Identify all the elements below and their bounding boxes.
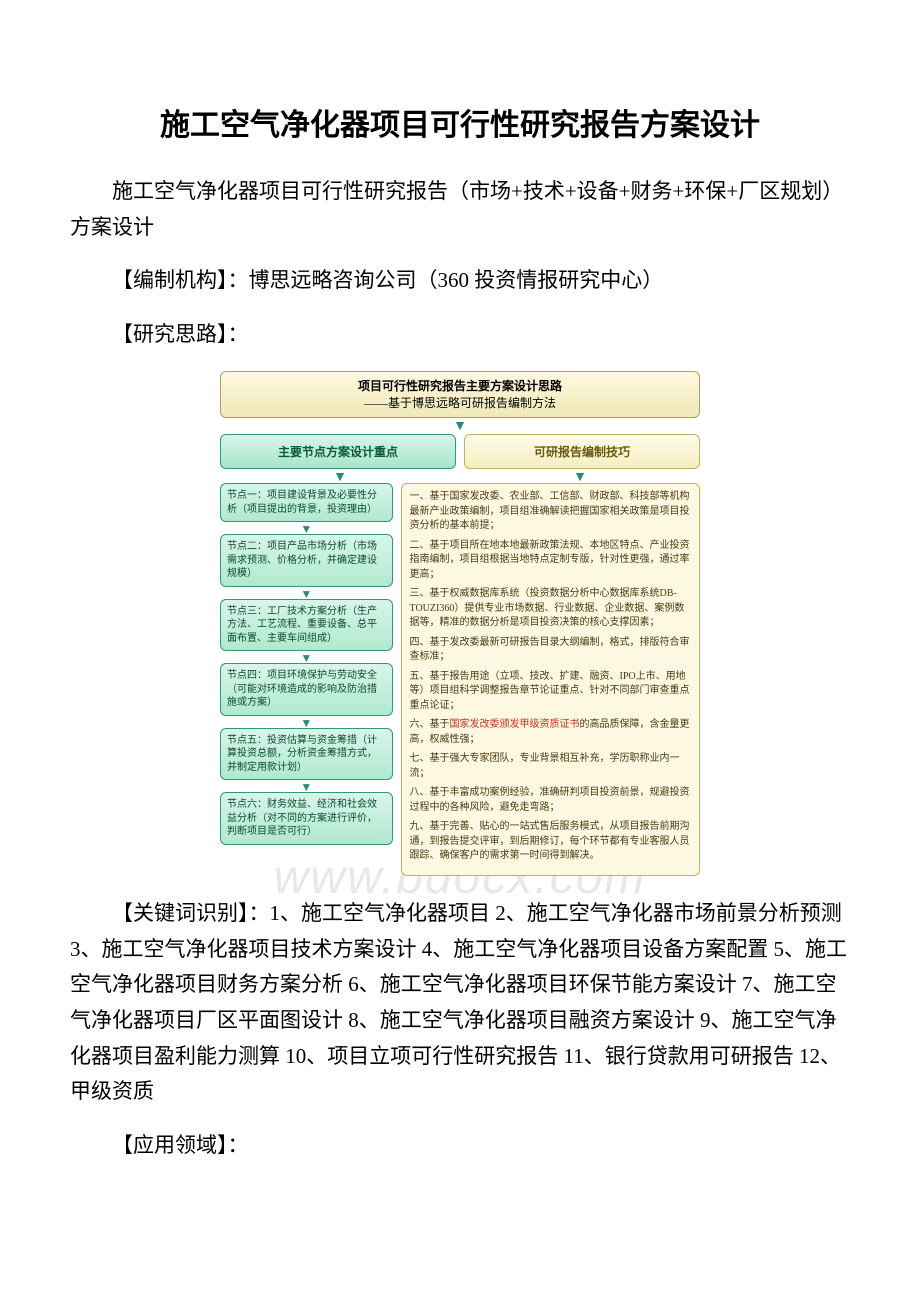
- arrow-down-icon: ▼: [220, 473, 460, 483]
- page-title: 施工空气净化器项目可行性研究报告方案设计: [70, 100, 850, 144]
- flow-node: 节点三：工厂技术方案分析（生产方法、工艺流程、重要设备、总平面布置、主要车间组成…: [220, 599, 393, 652]
- right-item: 六、基于国家发改委颁发甲级资质证书的高品质保障，含金量更高，权威性强；: [410, 718, 691, 747]
- right-item: 四、基于发改委最新可研报告目录大纲编制，格式，排版符合审查标准；: [410, 636, 691, 665]
- arrow-down-icon: ▼: [220, 590, 393, 598]
- right-item: 五、基于报告用途（立项、技改、扩建、融资、IPO上市、用地等）项目组科学调整报告…: [410, 670, 691, 714]
- flowchart-header: 项目可行性研究报告主要方案设计思路 ——基于博思远略可研报告编制方法: [220, 371, 700, 419]
- arrow-down-icon: ▼: [220, 654, 393, 662]
- right-item: 八、基于丰富成功案例经验，准确研判项目投资前景，规避投资过程中的各种风险，避免走…: [410, 786, 691, 815]
- arrow-down-icon: ▼: [220, 422, 700, 432]
- flow-node: 节点四：项目环境保护与劳动安全（可能对环境造成的影响及防治措施或方案）: [220, 663, 393, 716]
- arrow-down-icon: ▼: [220, 783, 393, 791]
- flow-node: 节点五：投资估算与资金筹措（计算投资总额，分析资金筹措方式，并制定用款计划）: [220, 728, 393, 781]
- arrow-down-icon: ▼: [220, 525, 393, 533]
- twin-arrow-row: ▼ ▼: [220, 473, 700, 483]
- flowchart-right-col: 一、基于国家发改委、农业部、工信部、财政部、科技部等机构最新产业政策编制，项目组…: [401, 483, 700, 876]
- flowchart-container: 项目可行性研究报告主要方案设计思路 ——基于博思远略可研报告编制方法 ▼ 主要节…: [70, 371, 850, 876]
- right-item: 二、基于项目所在地本地最新政策法规、本地区特点、产业投资指南编制，项目组根据当地…: [410, 539, 691, 583]
- left-branch-title: 主要节点方案设计重点: [220, 434, 456, 469]
- para-application-label: 【应用领域】：: [70, 1128, 850, 1164]
- right-branch-title: 可研报告编制技巧: [464, 434, 700, 469]
- right-item: 三、基于权威数据库系统（投资数据分析中心数据库系统DB-TOUZI360）提供专…: [410, 587, 691, 631]
- flowchart-branch-row: 主要节点方案设计重点 可研报告编制技巧: [220, 434, 700, 469]
- flowchart: 项目可行性研究报告主要方案设计思路 ——基于博思远略可研报告编制方法 ▼ 主要节…: [220, 371, 700, 876]
- flowchart-header-line2: ——基于博思远略可研报告编制方法: [231, 395, 689, 412]
- para-keywords: 【关键词识别】：1、施工空气净化器项目 2、施工空气净化器市场前景分析预测 3、…: [70, 896, 850, 1110]
- flowchart-left-col: 节点一：项目建设背景及必要性分析（项目提出的背景，投资理由） ▼ 节点二：项目产…: [220, 483, 393, 876]
- para-thinking-label: 【研究思路】：: [70, 317, 850, 353]
- flow-node: 节点二：项目产品市场分析（市场需求预测、价格分析，并确定建设规模）: [220, 534, 393, 587]
- flow-node: 节点一：项目建设背景及必要性分析（项目提出的背景，投资理由）: [220, 483, 393, 522]
- para-org: 【编制机构】：博思远略咨询公司（360 投资情报研究中心）: [70, 263, 850, 299]
- flow-node: 节点六：财务效益、经济和社会效益分析（对不同的方案进行评价，判断项目是否可行）: [220, 792, 393, 845]
- right-item: 七、基于强大专家团队，专业背景相互补充，学历职称业内一流；: [410, 752, 691, 781]
- arrow-down-icon: ▼: [220, 719, 393, 727]
- para-subtitle: 施工空气净化器项目可行性研究报告（市场+技术+设备+财务+环保+厂区规划）方案设…: [70, 174, 850, 245]
- flowchart-header-line1: 项目可行性研究报告主要方案设计思路: [231, 378, 689, 395]
- right-item: 九、基于完善、贴心的一站式售后服务模式，从项目报告前期沟通，到报告提交评审，到后…: [410, 820, 691, 864]
- flowchart-columns: 节点一：项目建设背景及必要性分析（项目提出的背景，投资理由） ▼ 节点二：项目产…: [220, 483, 700, 876]
- right-item: 一、基于国家发改委、农业部、工信部、财政部、科技部等机构最新产业政策编制，项目组…: [410, 490, 691, 534]
- arrow-down-icon: ▼: [460, 473, 700, 483]
